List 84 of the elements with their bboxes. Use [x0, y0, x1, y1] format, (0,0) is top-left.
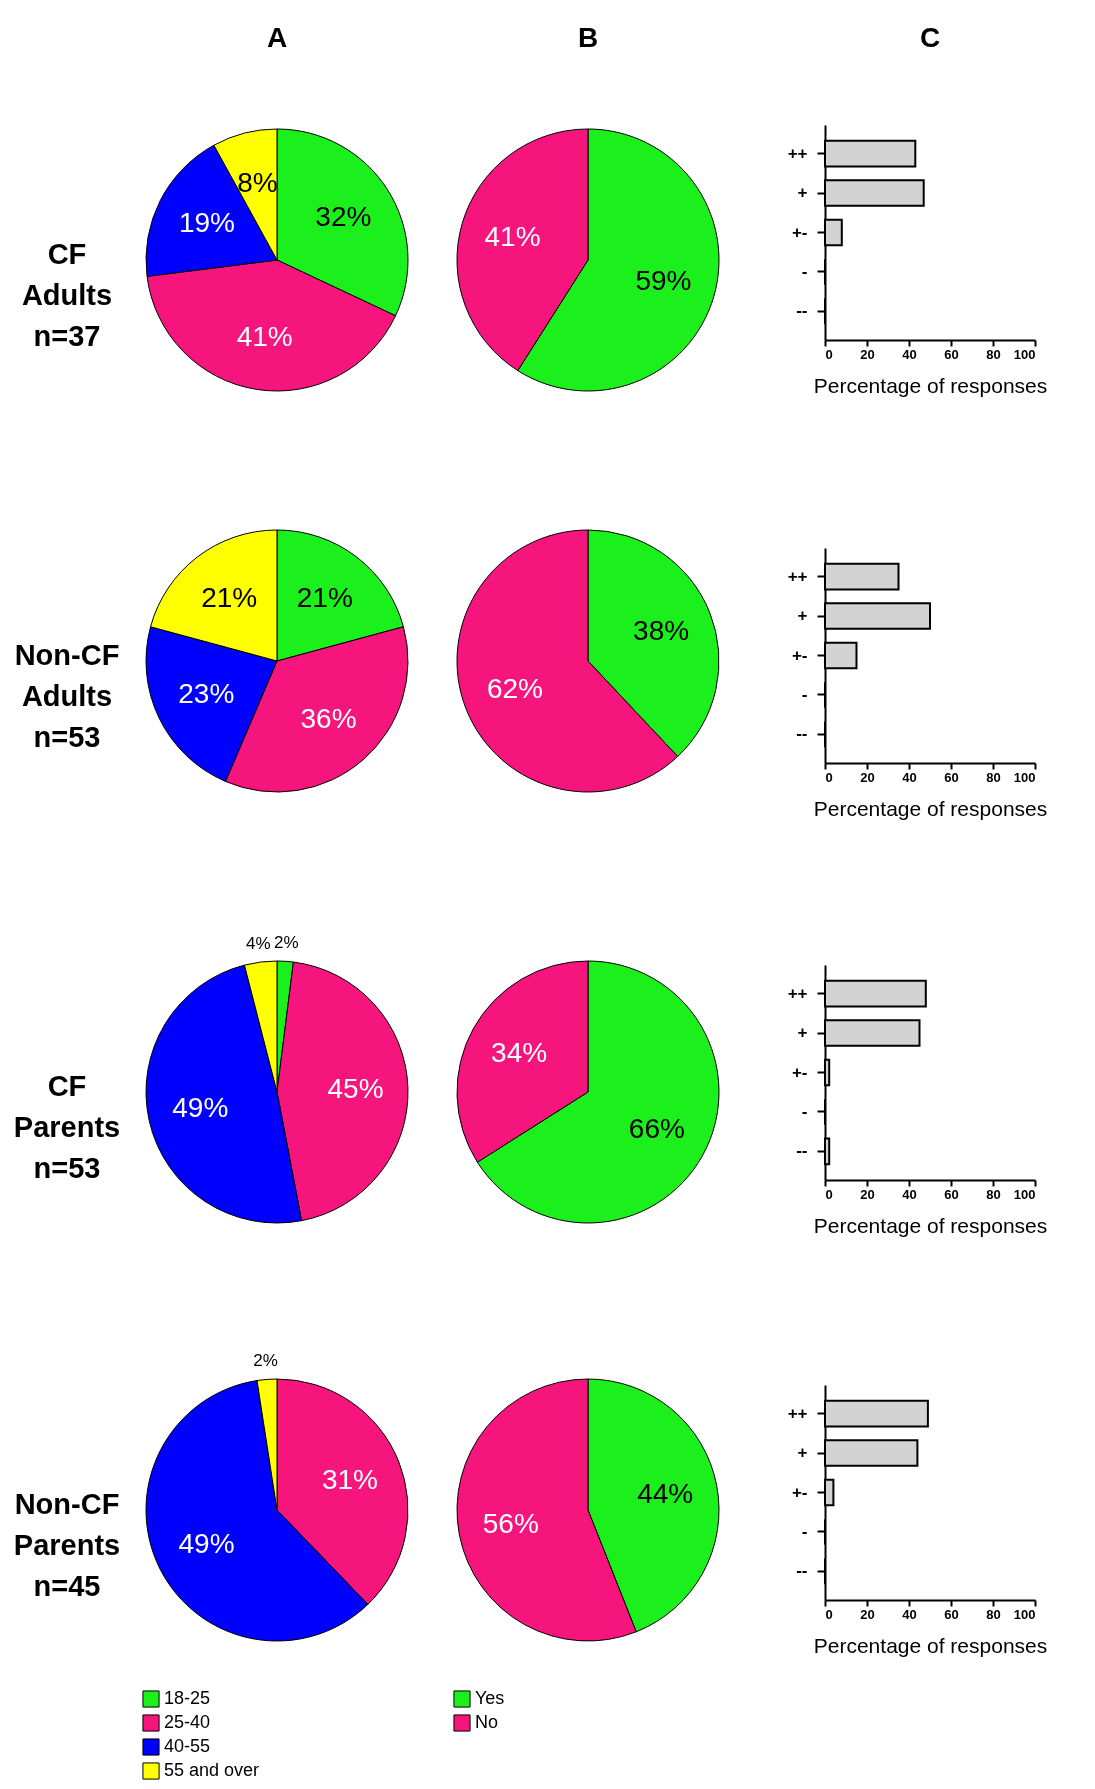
x-tick-label: 20: [860, 1186, 875, 1202]
x-axis-title: Percentage of responses: [813, 373, 1048, 397]
x-tick-label: 60: [944, 1606, 959, 1622]
data-label: 44%: [637, 1478, 694, 1510]
data-label: 19%: [178, 207, 235, 239]
y-tick-label: --: [796, 1141, 808, 1161]
text: Non-CF Adults n=53: [14, 639, 120, 753]
text: CF Parents n=53: [13, 1070, 121, 1184]
x-tick-label: 40: [902, 1606, 917, 1622]
y-tick-label: -: [801, 261, 808, 281]
legend-label: 18-25: [164, 1688, 211, 1708]
data-label: 2%: [274, 933, 299, 953]
legend-label: 55 and over: [164, 1760, 260, 1780]
legend-label: 25-40: [164, 1712, 211, 1732]
x-tick-label: 20: [860, 769, 875, 785]
data-label: 2%: [253, 1351, 278, 1371]
x-tick-label: 80: [986, 346, 1001, 362]
data-label: 41%: [484, 221, 541, 253]
data-label: 31%: [321, 1463, 378, 1495]
y-tick-label: --: [796, 1561, 808, 1581]
legend-label: Yes: [475, 1688, 505, 1708]
x-tick-label: 0: [825, 346, 833, 362]
data-label: 62%: [486, 672, 543, 704]
x-axis-title: Percentage of responses: [813, 796, 1048, 820]
chart-title: C: [919, 22, 941, 53]
x-tick-label: 0: [825, 1186, 833, 1202]
x-tick-label: 100: [1013, 1606, 1036, 1622]
x-tick-label: 40: [902, 769, 917, 785]
y-tick-label: --: [796, 301, 808, 321]
data-label: 49%: [178, 1527, 235, 1559]
x-tick-label: 80: [986, 769, 1001, 785]
x-tick-label: 20: [860, 346, 875, 362]
data-label: 56%: [482, 1507, 539, 1539]
data-label: 8%: [237, 166, 278, 198]
data-label: 36%: [300, 703, 357, 735]
data-label: 21%: [296, 581, 353, 613]
x-axis-title: Percentage of responses: [813, 1633, 1048, 1657]
data-label: 4%: [246, 934, 271, 954]
data-label: 21%: [201, 581, 258, 613]
y-tick-label: -: [801, 684, 808, 704]
y-tick-label: +: [797, 1023, 808, 1043]
y-tick-label: +: [797, 606, 808, 626]
x-tick-label: 60: [944, 346, 959, 362]
legend-label: 40-55: [164, 1736, 211, 1756]
data-label: 49%: [172, 1092, 229, 1124]
data-label: 34%: [491, 1037, 548, 1069]
y-tick-label: +: [797, 183, 808, 203]
y-tick-label: +: [797, 1443, 808, 1463]
data-label: 32%: [315, 200, 372, 232]
x-tick-label: 60: [944, 1186, 959, 1202]
x-tick-label: 100: [1013, 769, 1036, 785]
data-label: 41%: [236, 320, 293, 352]
y-tick-label: +-: [791, 1062, 808, 1082]
y-tick-label: --: [796, 724, 808, 744]
x-tick-label: 80: [986, 1606, 1001, 1622]
y-tick-label: +-: [791, 1482, 808, 1502]
data-label: 45%: [327, 1072, 384, 1104]
x-tick-label: 20: [860, 1606, 875, 1622]
y-tick-label: ++: [787, 983, 808, 1003]
x-tick-label: 0: [825, 769, 833, 785]
x-tick-label: 100: [1013, 1186, 1036, 1202]
y-tick-label: ++: [787, 566, 808, 586]
chart-title: A: [266, 22, 288, 53]
data-label: 66%: [628, 1112, 685, 1144]
y-tick-label: -: [801, 1101, 808, 1121]
x-tick-label: 100: [1013, 346, 1036, 362]
text: CF Adults n=37: [21, 238, 113, 352]
x-tick-label: 60: [944, 769, 959, 785]
data-label: 38%: [633, 615, 690, 647]
data-label: 59%: [635, 264, 692, 296]
legend-label: No: [475, 1712, 499, 1732]
chart-title: B: [577, 22, 599, 53]
data-label: 23%: [178, 678, 235, 710]
y-tick-label: ++: [787, 143, 808, 163]
x-tick-label: 0: [825, 1606, 833, 1622]
y-tick-label: +-: [791, 222, 808, 242]
y-tick-label: -: [801, 1521, 808, 1541]
x-tick-label: 80: [986, 1186, 1001, 1202]
y-tick-label: +-: [791, 645, 808, 665]
x-tick-label: 40: [902, 346, 917, 362]
x-axis-title: Percentage of responses: [813, 1213, 1048, 1237]
text: Non-CF Parents n=45: [13, 1488, 121, 1602]
y-tick-label: ++: [787, 1403, 808, 1423]
x-tick-label: 40: [902, 1186, 917, 1202]
